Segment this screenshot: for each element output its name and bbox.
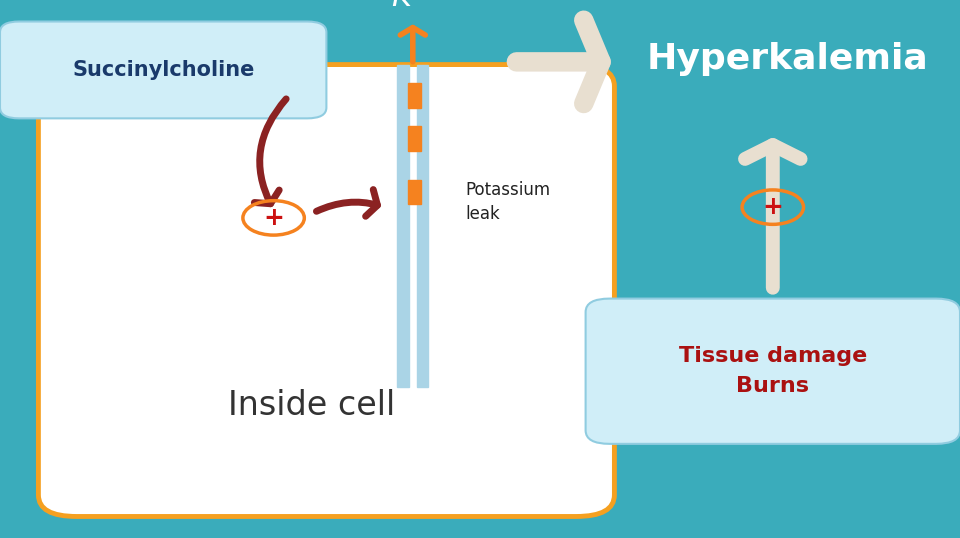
Text: $\mathit{K}^+$: $\mathit{K}^+$	[391, 0, 435, 13]
Bar	[397, 65, 409, 387]
Text: Succinylcholine: Succinylcholine	[72, 60, 254, 80]
Bar	[417, 65, 428, 387]
Text: Hyperkalemia: Hyperkalemia	[646, 42, 928, 76]
Text: Potassium
leak: Potassium leak	[466, 181, 551, 223]
Bar	[408, 180, 421, 204]
Text: Inside cell: Inside cell	[228, 388, 396, 421]
FancyBboxPatch shape	[0, 22, 326, 118]
Text: +: +	[263, 206, 284, 230]
Bar	[408, 126, 421, 151]
Text: +: +	[762, 195, 783, 219]
FancyBboxPatch shape	[38, 65, 614, 516]
FancyBboxPatch shape	[586, 299, 960, 444]
Bar	[408, 83, 421, 108]
Text: Tissue damage
Burns: Tissue damage Burns	[679, 346, 867, 396]
